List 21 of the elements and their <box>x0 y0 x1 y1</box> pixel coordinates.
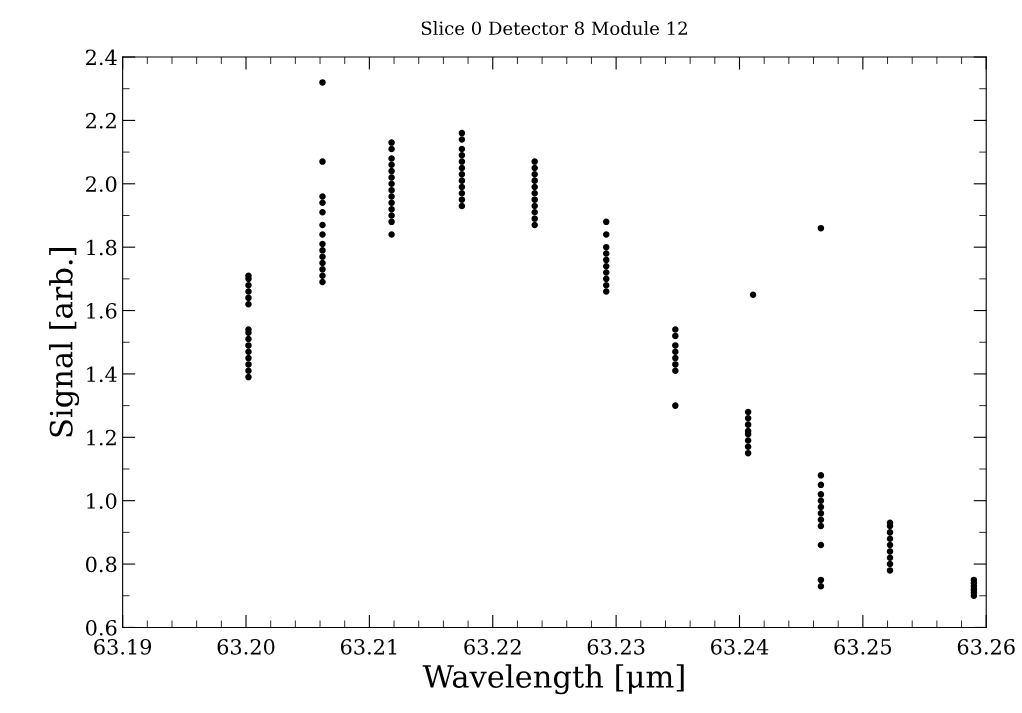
x-tick-label: 63.25 <box>834 638 892 655</box>
x-tick-label: 63.19 <box>94 638 152 655</box>
y-axis-title: Signal [arb.] <box>49 248 80 437</box>
x-axis-title: Wavelength [μm] <box>422 664 684 695</box>
y-tick-label: 1.0 <box>87 493 117 509</box>
y-tick-label: 0.6 <box>86 619 117 636</box>
y-tick-label: 2.0 <box>86 176 117 193</box>
y-tick-label: 0.8 <box>86 556 117 573</box>
y-tick-label: 2.2 <box>86 112 116 129</box>
x-tick-label: 63.23 <box>587 638 645 655</box>
y-tick-label: 1.2 <box>87 429 116 446</box>
chart-title: Slice 0 Detector 8 Module 12 <box>421 21 687 36</box>
y-tick-label: 1.6 <box>87 303 117 319</box>
x-tick-label: 63.26 <box>957 638 1015 655</box>
x-tick-label: 63.24 <box>711 638 769 655</box>
y-tick-label: 1.8 <box>87 239 117 256</box>
x-tick-label: 63.20 <box>217 638 275 655</box>
x-tick-label: 63.22 <box>464 638 521 655</box>
x-tick-label: 63.21 <box>340 638 397 655</box>
y-tick-label: 2.4 <box>86 49 117 66</box>
y-tick-label: 1.4 <box>87 366 117 383</box>
